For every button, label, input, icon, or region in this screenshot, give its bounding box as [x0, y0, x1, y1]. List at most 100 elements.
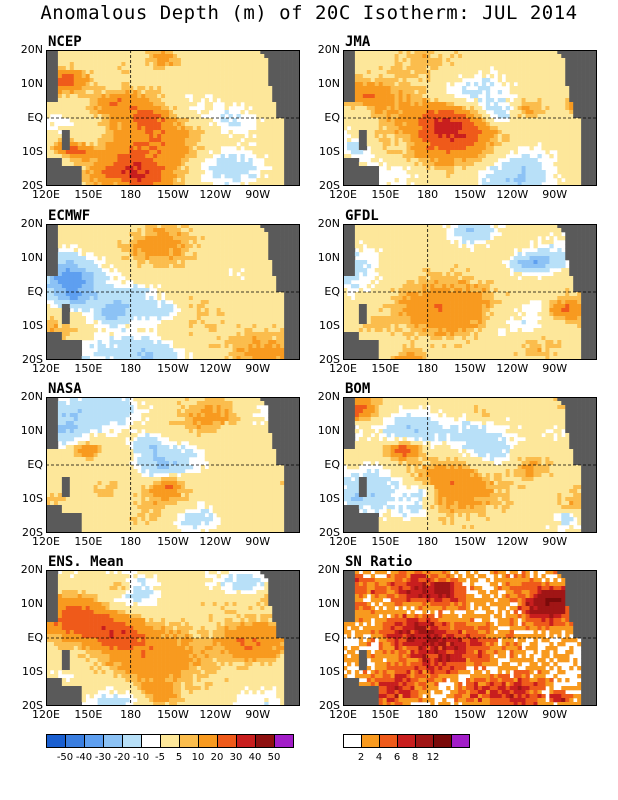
lat-tick-label: 10N	[20, 597, 43, 610]
colorbar-swatch	[398, 735, 416, 747]
panel-frame	[46, 570, 300, 706]
map-panel-jma: JMA 20N 10N EQ 10S 20S 120E 150E 180 150W 120W 90W	[318, 34, 597, 201]
lon-tick-label: 120E	[329, 708, 357, 721]
lon-tick-label: 90W	[245, 708, 271, 721]
colorbar-swatch	[180, 735, 199, 747]
lon-tick-label: 150E	[74, 362, 103, 375]
lat-tick-label: 10N	[317, 597, 340, 610]
colorbar-swatch	[218, 735, 237, 747]
lat-tick-label: 20S	[22, 526, 43, 539]
colorbar-swatch	[85, 735, 104, 747]
lat-tick-label: 20N	[317, 390, 340, 403]
lat-tick-label: 20N	[317, 217, 340, 230]
lat-tick-label: EQ	[324, 285, 340, 298]
lat-tick-label: 10S	[319, 492, 340, 505]
lon-tick-label: 120E	[32, 362, 60, 375]
map-panel-gfdl: GFDL 20N 10N EQ 10S 20S 120E 150E 180 150W 120W 90W	[318, 208, 597, 375]
colorbar-label: 50	[267, 752, 281, 763]
colorbar-swatch	[47, 735, 66, 747]
lat-tick-label: 10S	[319, 145, 340, 158]
colorbar-label: 6	[393, 752, 401, 763]
lon-tick-label: 180	[417, 362, 439, 375]
colorbar-label: 10	[191, 752, 205, 763]
lat-tick-label: 20S	[22, 699, 43, 712]
lon-tick-label: 120E	[329, 362, 357, 375]
lat-tick-label: 10N	[20, 424, 43, 437]
lon-tick-label: 150W	[454, 535, 486, 548]
lat-tick-label: 10N	[317, 424, 340, 437]
lat-tick-label: 10S	[22, 145, 43, 158]
colorbar-swatch	[66, 735, 85, 747]
lon-tick-label: 150E	[371, 708, 400, 721]
lat-tick-label: 10S	[319, 319, 340, 332]
lon-tick-label: 120W	[199, 188, 232, 201]
lat-tick-label: 20S	[319, 353, 340, 366]
lat-tick-label: 20N	[20, 217, 43, 230]
colorbar-swatch	[416, 735, 434, 747]
panel-frame	[46, 50, 300, 186]
lat-tick-label: 20N	[20, 43, 43, 56]
lon-tick-label: 180	[120, 535, 142, 548]
panel-frame	[46, 397, 300, 533]
lon-tick-label: 150E	[371, 535, 400, 548]
lat-tick-label: 10N	[317, 77, 340, 90]
lon-tick-label: 150E	[371, 362, 400, 375]
lon-tick-label: 120W	[496, 362, 529, 375]
lat-tick-label: 10S	[22, 319, 43, 332]
lon-tick-label: 150W	[454, 708, 486, 721]
lon-tick-label: 150E	[74, 535, 103, 548]
colorbar-swatch	[452, 735, 469, 747]
colorbar-label: 8	[411, 752, 419, 763]
colorbar-swatch	[199, 735, 218, 747]
map-field	[343, 224, 597, 360]
lon-tick-label: 120E	[329, 535, 357, 548]
lat-tick-label: EQ	[27, 285, 43, 298]
lon-tick-label: 120W	[496, 535, 529, 548]
ratio-colorbar	[343, 734, 470, 748]
lat-tick-label: 10S	[22, 492, 43, 505]
lon-tick-label: 150E	[371, 188, 400, 201]
colorbar-label: 5	[175, 752, 183, 763]
lat-tick-label: EQ	[324, 111, 340, 124]
panel-frame	[46, 224, 300, 360]
lon-tick-label: 120E	[329, 188, 357, 201]
lat-tick-label: 20S	[319, 179, 340, 192]
lon-tick-label: 90W	[542, 362, 568, 375]
colorbar-swatch	[256, 735, 275, 747]
lon-tick-label: 120W	[496, 188, 529, 201]
anomaly-colorbar	[46, 734, 294, 748]
panel-label: NCEP	[48, 34, 82, 50]
lon-tick-label: 120W	[199, 535, 232, 548]
panel-label: BOM	[345, 381, 371, 397]
lon-tick-label: 90W	[245, 535, 271, 548]
colorbar-label: -30	[94, 752, 112, 763]
map-panel-ncep: NCEP 20N 10N EQ 10S 20S 120E 150E 180 150W 120W 90W	[21, 34, 300, 201]
lon-tick-label: 150W	[454, 362, 486, 375]
lat-tick-label: 20S	[22, 353, 43, 366]
lat-tick-label: 10N	[317, 251, 340, 264]
colorbar-label: 20	[210, 752, 224, 763]
colorbar-label: -5	[155, 752, 165, 763]
colorbar-label: 4	[375, 752, 383, 763]
lon-tick-label: 90W	[542, 188, 568, 201]
colorbar-swatch	[142, 735, 161, 747]
lat-tick-label: EQ	[27, 458, 43, 471]
lat-tick-label: 10S	[319, 665, 340, 678]
panel-label: SN Ratio	[345, 554, 413, 570]
lon-tick-label: 120W	[199, 708, 232, 721]
lat-tick-label: 20N	[317, 43, 340, 56]
lat-tick-label: EQ	[27, 111, 43, 124]
lat-tick-label: 10S	[22, 665, 43, 678]
panel-label: ECMWF	[48, 208, 91, 224]
lon-tick-label: 150W	[454, 188, 486, 201]
panel-label: ENS. Mean	[48, 554, 124, 570]
colorbar-swatch	[380, 735, 398, 747]
lat-tick-label: 20S	[22, 179, 43, 192]
colorbar-label: 12	[426, 752, 440, 763]
lon-tick-label: 180	[417, 708, 439, 721]
colorbar-swatch	[344, 735, 362, 747]
lon-tick-label: 150E	[74, 708, 103, 721]
lat-tick-label: 20N	[317, 563, 340, 576]
lat-tick-label: 20S	[319, 526, 340, 539]
colorbar-label: 2	[357, 752, 365, 763]
